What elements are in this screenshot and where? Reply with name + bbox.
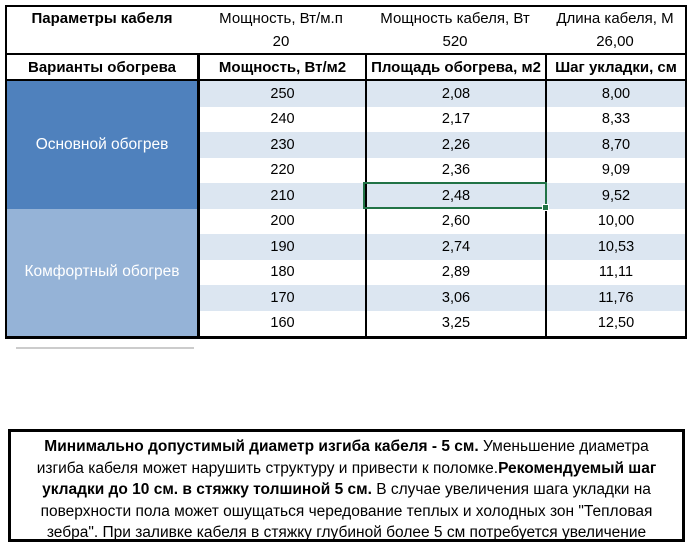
cell-step[interactable]: 12,50 [545, 310, 685, 336]
cell-step[interactable]: 9,09 [545, 157, 685, 183]
cell-area[interactable]: 2,89 [365, 259, 545, 285]
cell-power[interactable]: 170 [197, 285, 365, 311]
cell-area[interactable]: 3,25 [365, 310, 545, 336]
cell-power[interactable]: 190 [197, 234, 365, 260]
cell-power[interactable]: 240 [197, 106, 365, 132]
cell-step[interactable]: 10,53 [545, 234, 685, 260]
cell-power[interactable]: 160 [197, 310, 365, 336]
cell-power[interactable]: 250 [197, 81, 365, 107]
cell-cable-power-label[interactable]: Мощность кабеля, Вт [380, 10, 530, 27]
column-header-power[interactable]: Мощность, Вт/м2 [197, 53, 365, 81]
cell-power[interactable]: 220 [197, 157, 365, 183]
cell-step[interactable]: 8,00 [545, 81, 685, 107]
cell-step[interactable]: 11,11 [545, 259, 685, 285]
fill-handle[interactable] [542, 204, 549, 211]
cable-heating-table: Параметры кабеля Мощность, Вт/м.п Мощнос… [5, 5, 687, 339]
divider-line [16, 347, 194, 349]
cell-cable-length-label[interactable]: Длина кабеля, М [556, 10, 674, 27]
cell-step[interactable]: 8,33 [545, 106, 685, 132]
cell-area[interactable]: 2,08 [365, 81, 545, 107]
cell-power[interactable]: 210 [197, 183, 365, 209]
column-header-variants[interactable]: Варианты обогрева [7, 53, 197, 81]
note-box: Минимально допустимый диаметр изгиба каб… [8, 429, 685, 548]
cell-power[interactable]: 230 [197, 132, 365, 158]
selected-cell-outline[interactable] [363, 182, 549, 211]
cell-area[interactable]: 3,06 [365, 285, 545, 311]
cell-step[interactable]: 11,76 [545, 285, 685, 311]
note-text-segment: Минимально допустимый диаметр изгиба каб… [44, 438, 479, 455]
cell-area[interactable]: 2,36 [365, 157, 545, 183]
column-header-area[interactable]: Площадь обогрева, м2 [365, 53, 545, 81]
cell-area[interactable]: 2,74 [365, 234, 545, 260]
selected-cell[interactable]: 2,48 [365, 183, 545, 209]
note-text-segment: Рекомендуемый шаг укладки до 10 см. в ст… [42, 459, 657, 499]
cell-power[interactable]: 200 [197, 208, 365, 234]
cell-step[interactable]: 10,00 [545, 208, 685, 234]
cell-area[interactable]: 2,26 [365, 132, 545, 158]
cell-params-title[interactable]: Параметры кабеля [31, 10, 173, 27]
cell-cable-length-value[interactable]: 26,00 [596, 33, 634, 50]
cell-area[interactable]: 2,17 [365, 106, 545, 132]
group-cell-comfort-heating[interactable]: Комфортный обогрев [7, 208, 197, 336]
cell-empty[interactable] [7, 30, 197, 53]
cell-cable-power-value[interactable]: 520 [442, 33, 468, 50]
note-text-segment: Уменьшение диаметра изгиба кабеля может … [36, 438, 649, 477]
column-header-step[interactable]: Шаг укладки, см [545, 53, 685, 81]
cell-power-per-meter-label[interactable]: Мощность, Вт/м.п [219, 10, 343, 27]
cell-step[interactable]: 8,70 [545, 132, 685, 158]
cell-power[interactable]: 180 [197, 259, 365, 285]
cell-power-per-meter-value[interactable]: 20 [272, 33, 290, 50]
note-text-segment: В случае увеличения шага укладки на пове… [40, 481, 653, 548]
cell-step[interactable]: 9,52 [545, 183, 685, 209]
cell-area[interactable]: 2,60 [365, 208, 545, 234]
group-cell-primary-heating[interactable]: Основной обогрев [7, 81, 197, 209]
